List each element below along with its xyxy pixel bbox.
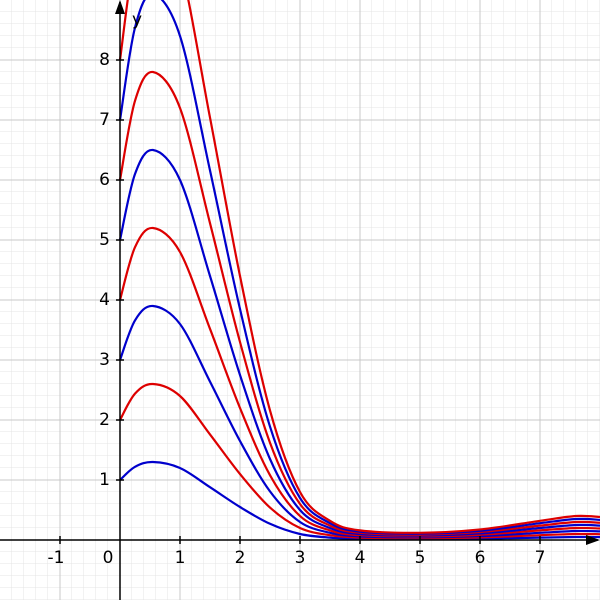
y-tick-label: 4: [99, 290, 110, 310]
x-tick-label: 5: [415, 548, 426, 568]
curve: [118, 0, 600, 534]
x-tick-label: 3: [295, 548, 306, 568]
x-tick-label: -1: [48, 548, 65, 568]
curve: [118, 70, 600, 536]
y-tick-label: 1: [99, 470, 110, 490]
x-tick-label: 7: [535, 548, 546, 568]
curve: [118, 226, 600, 538]
y-tick-label: 6: [99, 170, 110, 190]
y-tick-label: 2: [99, 410, 110, 430]
x-tick-label: 4: [355, 548, 366, 568]
curve: [118, 304, 600, 539]
y-tick-label: 8: [99, 50, 110, 70]
x-tick-label: 6: [475, 548, 486, 568]
curve: [118, 148, 600, 537]
x-axis-arrow: [586, 535, 600, 545]
y-axis-arrow: [115, 0, 125, 14]
x-tick-label: 2: [235, 548, 246, 568]
y-axis-label: y: [132, 10, 142, 30]
curve: [119, 382, 600, 540]
y-tick-label: 5: [99, 230, 110, 250]
y-tick-label: 7: [99, 110, 110, 130]
y-tick-label: 3: [99, 350, 110, 370]
x-tick-label: 1: [175, 548, 186, 568]
x-tick-label: 0: [103, 548, 114, 568]
curve: [119, 460, 600, 541]
curve: [118, 0, 600, 535]
